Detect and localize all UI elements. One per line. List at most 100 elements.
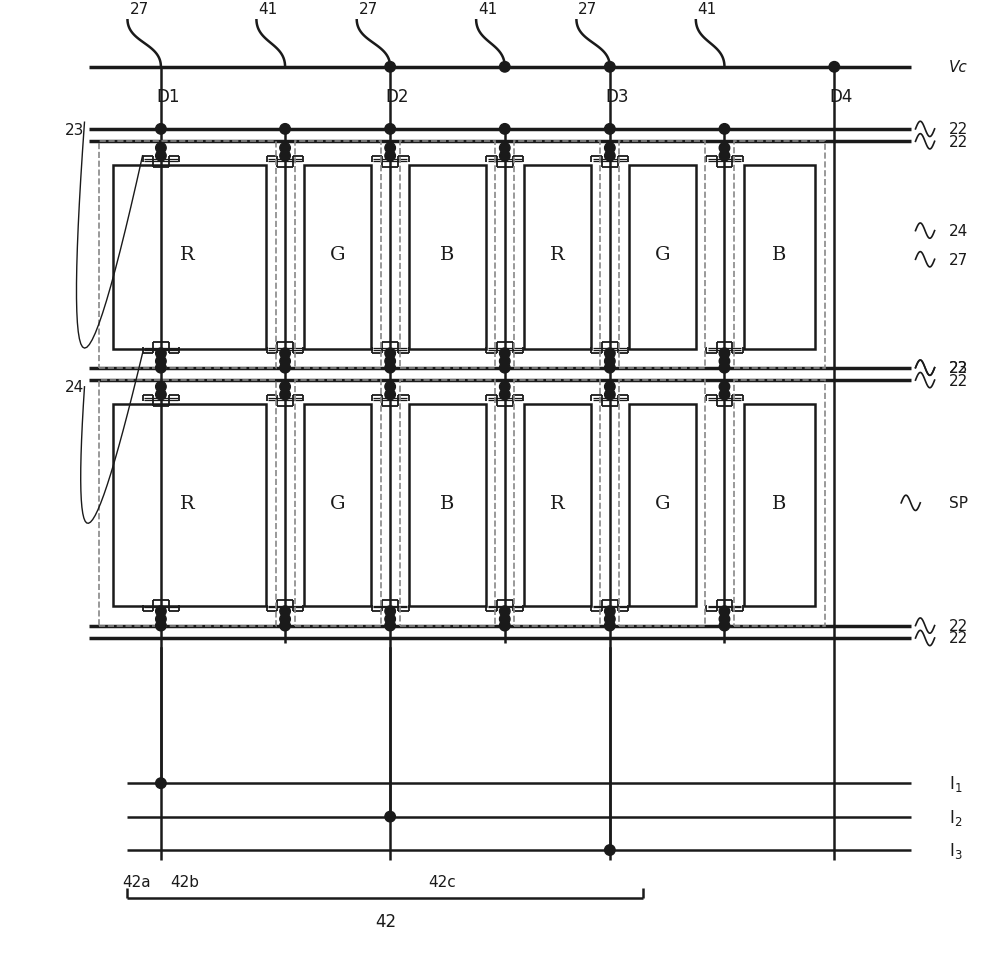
Text: G: G: [330, 494, 345, 512]
Bar: [304, 166, 371, 349]
Text: 41: 41: [478, 2, 497, 18]
Text: D3: D3: [605, 88, 629, 106]
Bar: [629, 404, 696, 607]
Circle shape: [280, 124, 290, 135]
Text: G: G: [655, 494, 670, 512]
Circle shape: [156, 390, 166, 401]
Circle shape: [500, 144, 510, 154]
Circle shape: [385, 382, 395, 393]
Text: 23: 23: [949, 361, 968, 376]
Circle shape: [385, 144, 395, 154]
Circle shape: [280, 349, 290, 360]
Bar: [113, 166, 266, 349]
Circle shape: [156, 124, 166, 135]
Text: R: R: [180, 494, 195, 512]
Bar: [514, 143, 600, 368]
Circle shape: [280, 607, 290, 616]
Circle shape: [719, 349, 730, 360]
Circle shape: [500, 63, 510, 73]
Circle shape: [605, 151, 615, 162]
Circle shape: [156, 620, 166, 631]
Circle shape: [719, 363, 730, 373]
Circle shape: [605, 63, 615, 73]
Bar: [524, 404, 591, 607]
Circle shape: [156, 349, 166, 360]
Circle shape: [280, 390, 290, 401]
Circle shape: [156, 357, 166, 367]
Circle shape: [500, 349, 510, 360]
Text: 42c: 42c: [428, 874, 456, 889]
Text: I$_1$: I$_1$: [949, 774, 962, 793]
Circle shape: [280, 382, 290, 393]
Bar: [734, 381, 825, 626]
Circle shape: [719, 620, 730, 631]
Text: I$_3$: I$_3$: [949, 840, 962, 860]
Circle shape: [829, 63, 840, 73]
Text: 27: 27: [129, 2, 149, 18]
Circle shape: [605, 845, 615, 856]
Circle shape: [605, 607, 615, 616]
Circle shape: [719, 124, 730, 135]
Circle shape: [280, 363, 290, 373]
Text: Vc: Vc: [949, 61, 968, 75]
Bar: [629, 166, 696, 349]
Circle shape: [156, 151, 166, 162]
Circle shape: [500, 615, 510, 624]
Text: 27: 27: [359, 2, 378, 18]
Text: 22: 22: [949, 122, 968, 137]
Text: 41: 41: [258, 2, 278, 18]
Text: D4: D4: [830, 88, 853, 106]
Circle shape: [605, 363, 615, 373]
Circle shape: [385, 607, 395, 616]
Circle shape: [605, 390, 615, 401]
Bar: [99, 381, 276, 626]
Circle shape: [500, 124, 510, 135]
Bar: [409, 166, 486, 349]
Circle shape: [385, 124, 395, 135]
Circle shape: [385, 357, 395, 367]
Circle shape: [385, 151, 395, 162]
Text: R: R: [550, 246, 565, 264]
Circle shape: [156, 144, 166, 154]
Text: 22: 22: [949, 631, 968, 646]
Circle shape: [605, 620, 615, 631]
Text: B: B: [440, 246, 455, 264]
Text: 24: 24: [949, 224, 968, 238]
Bar: [619, 143, 705, 368]
Text: 22: 22: [949, 361, 968, 376]
Bar: [295, 381, 381, 626]
Text: G: G: [655, 246, 670, 264]
Bar: [514, 381, 600, 626]
Text: B: B: [772, 246, 787, 264]
Text: SP: SP: [949, 496, 968, 511]
Circle shape: [719, 390, 730, 401]
Circle shape: [605, 349, 615, 360]
Circle shape: [280, 620, 290, 631]
Circle shape: [156, 607, 166, 616]
Text: 23: 23: [65, 122, 84, 138]
Bar: [524, 166, 591, 349]
Text: 42: 42: [375, 913, 396, 930]
Bar: [295, 143, 381, 368]
Text: R: R: [550, 494, 565, 512]
Circle shape: [385, 363, 395, 373]
Circle shape: [719, 144, 730, 154]
Text: B: B: [440, 494, 455, 512]
Circle shape: [280, 144, 290, 154]
Circle shape: [156, 778, 166, 788]
Circle shape: [605, 124, 615, 135]
Text: G: G: [330, 246, 345, 264]
Text: I$_2$: I$_2$: [949, 807, 962, 827]
Circle shape: [500, 607, 510, 616]
Circle shape: [280, 151, 290, 162]
Circle shape: [385, 812, 395, 822]
Bar: [113, 404, 266, 607]
Text: B: B: [772, 494, 787, 512]
Circle shape: [500, 357, 510, 367]
Text: 22: 22: [949, 618, 968, 633]
Bar: [744, 166, 815, 349]
Circle shape: [500, 363, 510, 373]
Text: 42a: 42a: [123, 874, 151, 889]
Circle shape: [605, 615, 615, 624]
Circle shape: [605, 382, 615, 393]
